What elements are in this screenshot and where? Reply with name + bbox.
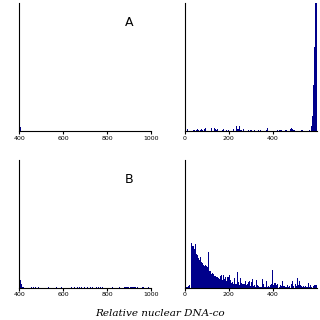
Text: A: A (125, 16, 133, 29)
Text: Relative nuclear DNA-co: Relative nuclear DNA-co (95, 309, 225, 318)
Text: B: B (125, 172, 134, 186)
